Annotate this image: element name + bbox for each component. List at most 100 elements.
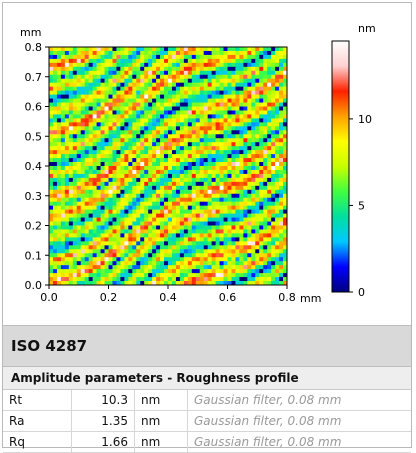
- heatmap-cell: [72, 50, 78, 56]
- heatmap-cell: [179, 197, 185, 203]
- heatmap-cell: [100, 193, 106, 199]
- heatmap-cell: [136, 209, 141, 215]
- heatmap-cell: [88, 205, 94, 211]
- heatmap-cell: [219, 134, 225, 139]
- heatmap-cell: [148, 146, 153, 151]
- heatmap-cell: [92, 177, 98, 183]
- heatmap-cell: [267, 273, 272, 278]
- heatmap-cell: [52, 201, 58, 207]
- heatmap-cell: [251, 126, 256, 131]
- heatmap-cell: [128, 94, 133, 100]
- heatmap-cell: [120, 138, 125, 143]
- heatmap-cell: [267, 241, 272, 246]
- heatmap-cell: [215, 277, 221, 282]
- heatmap-cell: [231, 213, 237, 219]
- heatmap-cell: [148, 209, 153, 215]
- heatmap-cell: [72, 281, 78, 285]
- heatmap-cell: [80, 221, 86, 227]
- heatmap-cell: [76, 158, 82, 163]
- heatmap-cell: [271, 78, 276, 84]
- heatmap-cell: [235, 261, 240, 266]
- heatmap-cell: [76, 169, 82, 175]
- heatmap-cell: [271, 265, 276, 270]
- heatmap-cell: [279, 249, 284, 254]
- heatmap-cell: [251, 217, 256, 223]
- heatmap-cell: [263, 281, 268, 285]
- heatmap-cell: [275, 237, 280, 242]
- heatmap-cell: [80, 62, 86, 68]
- heatmap-cell: [136, 233, 141, 238]
- heatmap-cell: [243, 134, 248, 139]
- heatmap-cell: [160, 74, 165, 80]
- heatmap-cell: [239, 150, 244, 155]
- heatmap-cell: [136, 146, 141, 151]
- heatmap-cell: [275, 261, 280, 266]
- heatmap-cell: [144, 86, 149, 92]
- heatmap-cell: [116, 102, 121, 108]
- heatmap-cell: [148, 273, 153, 278]
- heatmap-cell: [132, 142, 137, 147]
- heatmap-cell: [56, 269, 62, 274]
- heatmap-cell: [68, 217, 74, 223]
- heatmap-cell: [160, 70, 165, 76]
- heatmap-cell: [140, 70, 145, 76]
- heatmap-cell: [243, 150, 248, 155]
- heatmap-cell: [104, 82, 110, 88]
- heatmap-cell: [92, 249, 98, 254]
- heatmap-cell: [156, 78, 161, 84]
- heatmap-cell: [56, 122, 62, 127]
- heatmap-cell: [235, 201, 240, 207]
- heatmap-cell: [207, 225, 213, 231]
- heatmap-cell: [72, 169, 78, 175]
- heatmap-cell: [267, 94, 272, 100]
- heatmap-cell: [92, 237, 98, 242]
- heatmap-cell: [179, 237, 185, 242]
- heatmap-cell: [68, 213, 74, 219]
- heatmap-cell: [156, 138, 161, 143]
- param-value: 1.66: [71, 431, 135, 453]
- heatmap-cell: [168, 78, 173, 84]
- heatmap-cell: [255, 70, 260, 76]
- heatmap-cell: [96, 225, 102, 231]
- heatmap-cell: [279, 189, 284, 195]
- heatmap-cell: [259, 249, 264, 254]
- heatmap-cell: [199, 241, 205, 246]
- heatmap-cell: [175, 261, 181, 266]
- heatmap-cell: [116, 106, 121, 112]
- heatmap-cell: [104, 265, 110, 270]
- heatmap-cell: [128, 245, 133, 250]
- heatmap-cell: [239, 70, 244, 76]
- heatmap-cell: [164, 158, 169, 163]
- heatmap-cell: [255, 58, 260, 64]
- heatmap-cell: [223, 281, 229, 285]
- heatmap-cell: [144, 66, 149, 72]
- heatmap-cell: [88, 265, 94, 270]
- heatmap-cell: [239, 181, 244, 187]
- heatmap-cell: [195, 150, 201, 155]
- heatmap-cell: [211, 265, 217, 270]
- heatmap-cell: [144, 185, 149, 191]
- heatmap-cell: [88, 177, 94, 183]
- heatmap-cell: [223, 173, 229, 179]
- heatmap-cell: [271, 98, 276, 104]
- heatmap-cell: [152, 265, 157, 270]
- heatmap-cell: [247, 245, 252, 250]
- y-tick-label: 0.1: [25, 249, 43, 262]
- heatmap-cell: [92, 47, 98, 52]
- heatmap-cell: [152, 169, 157, 175]
- heatmap-cell: [144, 122, 149, 127]
- heatmap-cell: [80, 177, 86, 183]
- heatmap-cell: [251, 177, 256, 183]
- heatmap-cell: [259, 253, 264, 258]
- heatmap-cell: [132, 162, 137, 167]
- heatmap-cell: [64, 94, 70, 100]
- heatmap-cell: [168, 173, 173, 179]
- heatmap-cell: [64, 146, 70, 151]
- heatmap-cell: [64, 169, 70, 175]
- heatmap-cell: [168, 213, 173, 219]
- heatmap-cell: [156, 249, 161, 254]
- heatmap-cell: [175, 142, 181, 147]
- heatmap-cell: [68, 201, 74, 207]
- heatmap-cell: [128, 257, 133, 262]
- heatmap-cell: [263, 154, 268, 159]
